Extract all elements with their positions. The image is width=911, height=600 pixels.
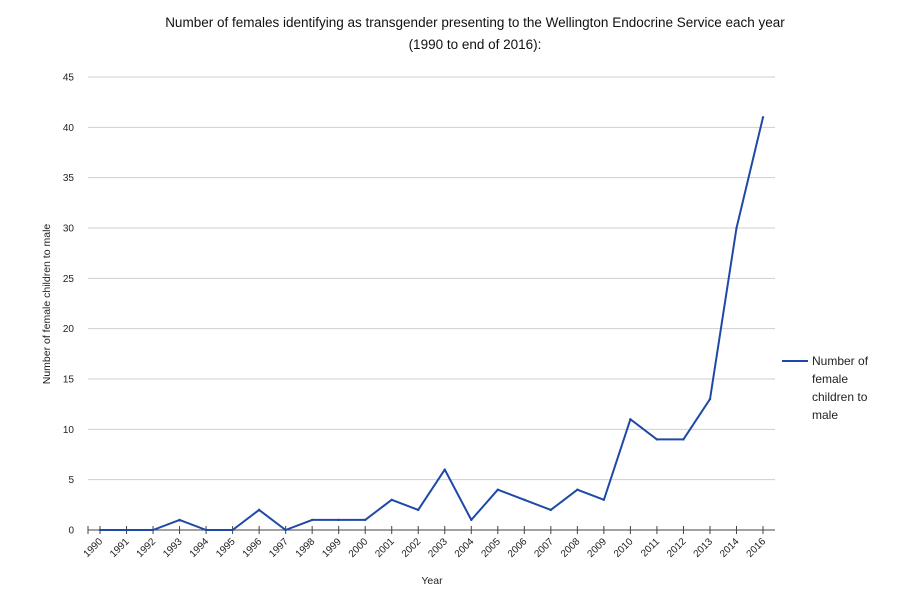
x-tick-label: 1993 <box>161 536 185 560</box>
data-point <box>310 518 314 522</box>
data-point <box>98 528 102 532</box>
chart-title: Number of females identifying as transge… <box>80 12 870 56</box>
data-point <box>364 518 367 522</box>
legend-label: male <box>812 408 838 422</box>
data-point <box>655 438 659 441</box>
x-tick-label: 2002 <box>400 536 424 560</box>
x-axis: 1990 1991 1992 1993 1994 1995 1996 1997 1998 1999… <box>82 526 775 560</box>
legend-label: female <box>812 372 848 386</box>
data-point <box>417 508 420 512</box>
x-tick-label: 2016 <box>745 536 769 560</box>
data-point <box>735 226 738 230</box>
y-tick-label: 25 <box>63 274 75 285</box>
x-tick-label: 1991 <box>108 536 132 560</box>
data-point <box>151 528 155 532</box>
x-tick-label: 2008 <box>559 536 583 560</box>
x-tick-label: 2003 <box>426 536 450 560</box>
y-tick-label: 35 <box>63 173 75 184</box>
x-tick-label: 1995 <box>214 536 238 560</box>
data-point <box>708 397 712 401</box>
x-tick-label: 2005 <box>479 536 503 560</box>
series-line <box>100 117 764 531</box>
chart-subtitle: (1990 to end of 2016): <box>408 37 542 52</box>
data-point <box>231 528 234 532</box>
y-axis-label: Number of female children to male <box>41 224 53 385</box>
y-tick-label: 5 <box>68 475 74 486</box>
y-tick-label: 45 <box>63 73 75 84</box>
y-tick-label: 0 <box>68 526 74 537</box>
y-tick-label: 30 <box>63 224 75 235</box>
x-tick-label: 1998 <box>294 536 318 560</box>
data-point <box>576 488 579 491</box>
data-point <box>443 468 446 471</box>
data-point <box>470 518 473 522</box>
y-tick-label: 10 <box>63 425 75 436</box>
y-tick-label: 40 <box>63 123 75 134</box>
x-tick-label: 2010 <box>612 536 636 560</box>
data-point <box>523 498 526 501</box>
y-tick-label: 20 <box>63 324 75 335</box>
data-point <box>390 498 393 501</box>
legend: Number of female children to male <box>782 354 869 422</box>
x-tick-label: 2011 <box>639 536 662 559</box>
data-point <box>602 498 606 501</box>
y-tick-label: 15 <box>63 375 75 386</box>
data-point <box>204 528 208 532</box>
x-tick-label: 1999 <box>320 536 344 560</box>
x-tick-label: 2014 <box>718 536 742 560</box>
x-tick-label: 2006 <box>506 536 530 560</box>
data-point <box>337 518 340 522</box>
data-point <box>629 418 632 421</box>
x-tick-label: 1996 <box>241 536 265 560</box>
data-point <box>549 508 553 512</box>
data-point <box>257 508 261 512</box>
data-point <box>178 518 181 522</box>
x-tick-label: 2012 <box>665 536 689 560</box>
x-tick-label: 2009 <box>585 536 609 560</box>
data-point <box>284 528 287 532</box>
chart-title-line: Number of females identifying as transge… <box>165 15 785 30</box>
legend-label: children to <box>812 390 868 404</box>
x-tick-label: 1990 <box>82 536 106 560</box>
x-tick-label: 1994 <box>188 536 212 560</box>
x-tick-label: 1997 <box>267 536 291 560</box>
data-point <box>682 438 685 441</box>
data-point <box>125 528 128 532</box>
x-tick-label: 2013 <box>692 536 716 560</box>
y-axis-ticks: 0 5 10 15 20 25 30 35 40 45 <box>63 73 75 537</box>
x-tick-label: 2000 <box>347 536 371 560</box>
x-axis-label: Year <box>421 575 443 587</box>
data-point <box>496 488 499 491</box>
x-tick-label: 2001 <box>373 536 397 560</box>
data-series <box>98 116 765 532</box>
x-tick-label: 2004 <box>453 536 477 560</box>
legend-label: Number of <box>812 354 869 368</box>
data-point <box>761 116 765 119</box>
gridlines <box>88 76 775 481</box>
x-tick-label: 1992 <box>135 536 159 560</box>
x-tick-label: 2007 <box>532 536 556 560</box>
